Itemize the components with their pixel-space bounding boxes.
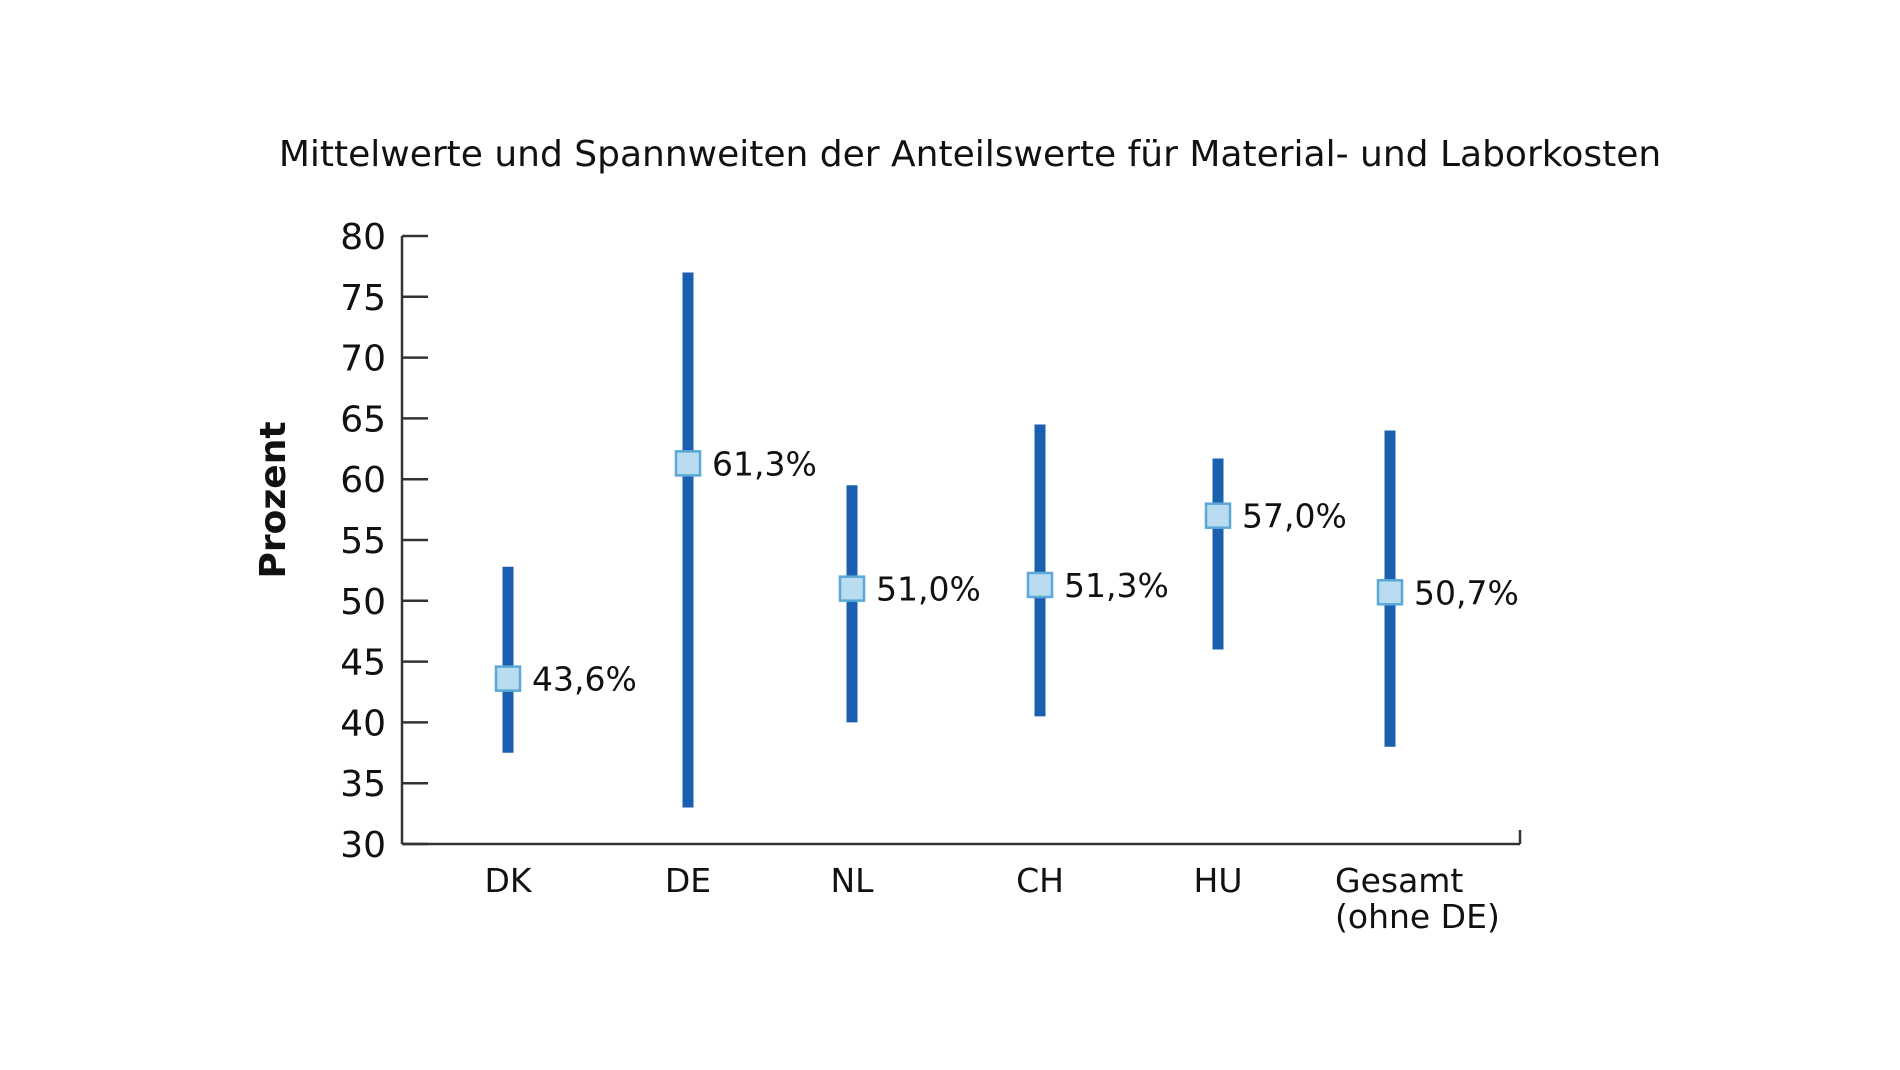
category-label: CH xyxy=(1016,861,1064,900)
chart-title: Mittelwerte und Spannweiten der Anteilsw… xyxy=(279,134,1661,175)
mean-marker xyxy=(674,450,702,477)
mean-marker xyxy=(1376,579,1404,606)
y-axis-label: Prozent xyxy=(253,421,294,578)
mean-value-label: 51,0% xyxy=(876,570,981,609)
y-tick-label: 35 xyxy=(340,764,386,805)
range-bars xyxy=(502,272,1396,808)
mean-marker xyxy=(1204,502,1232,529)
y-tick-label: 40 xyxy=(340,703,386,744)
mean-markers xyxy=(494,450,1404,692)
category-label: NL xyxy=(830,861,874,900)
category-label: HU xyxy=(1194,861,1243,900)
category-label: DK xyxy=(484,861,532,900)
y-tick-label: 75 xyxy=(340,278,386,319)
y-tick-label: 60 xyxy=(340,460,386,501)
mean-marker xyxy=(494,665,522,692)
y-tick-label: 65 xyxy=(340,399,386,440)
mean-value-label: 50,7% xyxy=(1414,573,1519,612)
mean-labels: 43,6% 61,3% 51,0% 51,3% 57,0% 50,7% xyxy=(532,444,1519,698)
y-tick-label: 80 xyxy=(340,217,386,258)
mean-marker xyxy=(838,575,866,602)
mean-value-label: 57,0% xyxy=(1242,497,1347,536)
category-label: Gesamt xyxy=(1335,861,1463,900)
y-axis: 30 35 40 45 50 55 60 65 70 75 80 xyxy=(340,217,428,866)
category-labels: DK DE NL CH HU Gesamt(ohne DE) xyxy=(484,861,1499,936)
y-tick-label: 55 xyxy=(340,521,386,562)
y-tick-label: 45 xyxy=(340,643,386,684)
category-label: DE xyxy=(665,861,711,900)
mean-marker xyxy=(1026,571,1054,599)
mean-value-label: 43,6% xyxy=(532,660,637,699)
y-tick-label: 70 xyxy=(340,339,386,380)
y-tick-label: 50 xyxy=(340,582,386,623)
mean-value-label: 51,3% xyxy=(1064,566,1169,605)
mean-value-label: 61,3% xyxy=(712,444,817,483)
category-label: (ohne DE) xyxy=(1335,897,1500,936)
x-axis xyxy=(402,830,1522,846)
y-tick-label: 30 xyxy=(340,825,386,866)
